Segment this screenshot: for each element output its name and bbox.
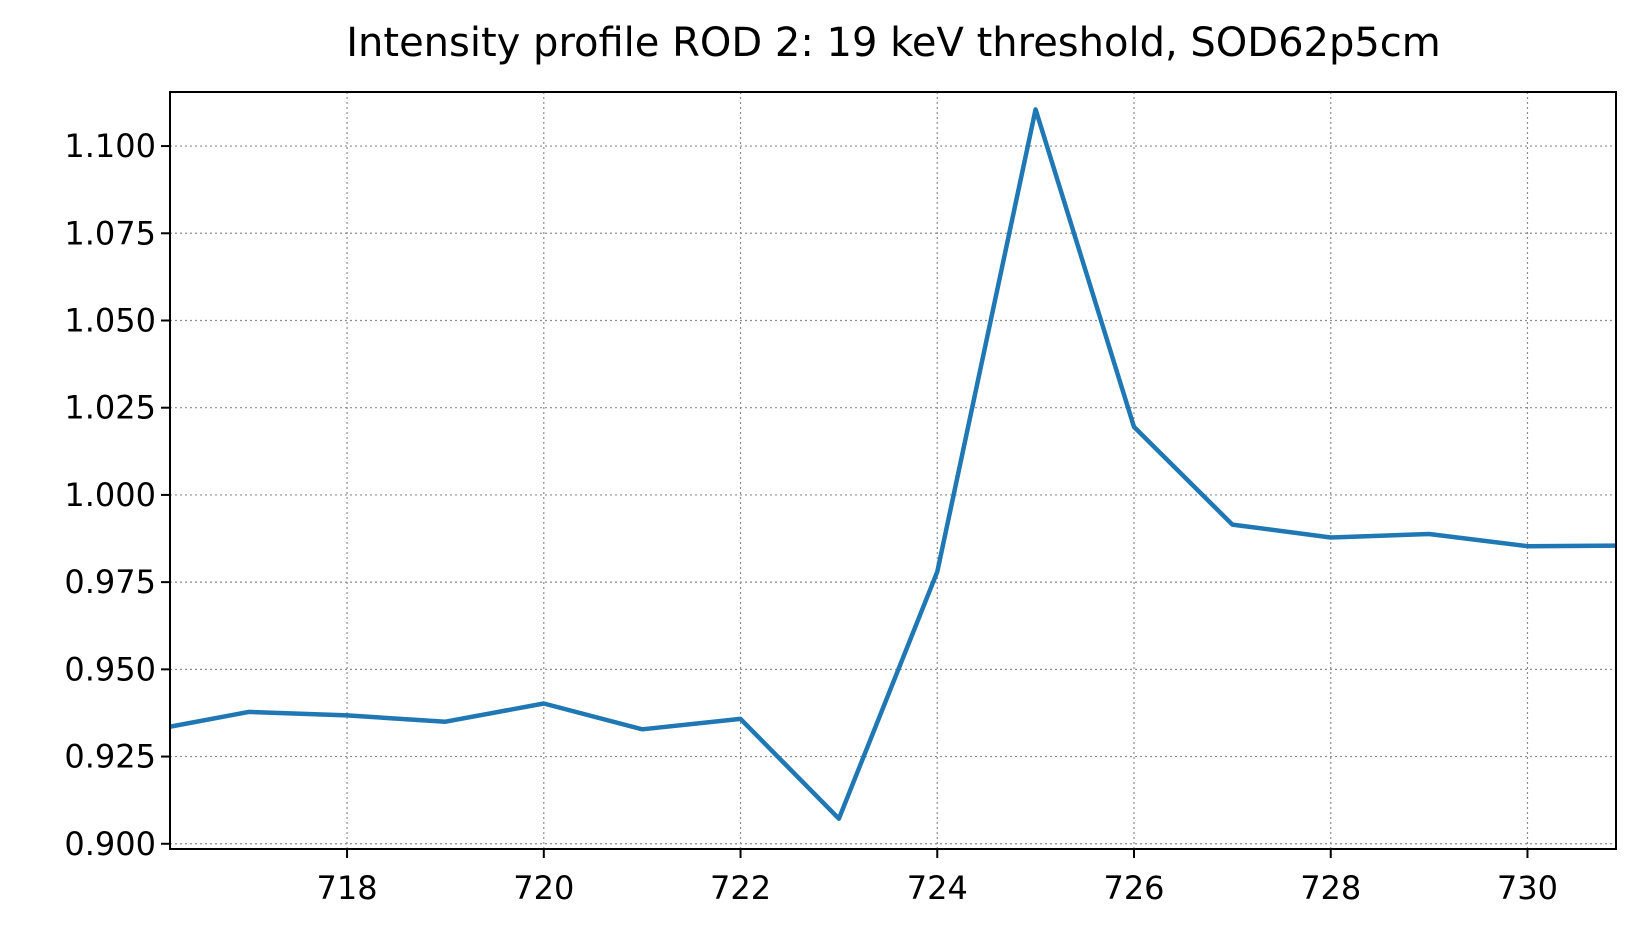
y-tick-label: 1.075: [64, 214, 156, 252]
y-tick-label: 1.025: [64, 389, 156, 427]
x-tick-label: 718: [317, 869, 378, 907]
plot-frame: [169, 91, 1617, 850]
x-tick-label: 726: [1103, 869, 1164, 907]
y-tick-label: 1.050: [64, 301, 156, 339]
x-tick-label: 728: [1300, 869, 1361, 907]
tick-layer: 718 720 722 724 726 728 730 0.900 0.925 0.950 0.97…: [64, 127, 1558, 907]
series-line: [170, 107, 1616, 821]
x-tick-label: 724: [907, 869, 968, 907]
x-tick-label: 730: [1497, 869, 1558, 907]
y-tick-label: 0.975: [64, 563, 156, 601]
y-tick-label: 0.925: [64, 738, 156, 776]
y-tick-label: 1.100: [64, 127, 156, 165]
x-tick-label: 722: [710, 869, 771, 907]
x-tick-label: 720: [513, 869, 574, 907]
grid-layer: [170, 92, 1616, 849]
y-tick-label: 1.000: [64, 476, 156, 514]
y-tick-label: 0.950: [64, 650, 156, 688]
y-tick-label: 0.900: [64, 825, 156, 863]
chart-title: Intensity profile ROD 2: 19 keV threshol…: [346, 20, 1441, 66]
series-layer: [170, 107, 1616, 821]
